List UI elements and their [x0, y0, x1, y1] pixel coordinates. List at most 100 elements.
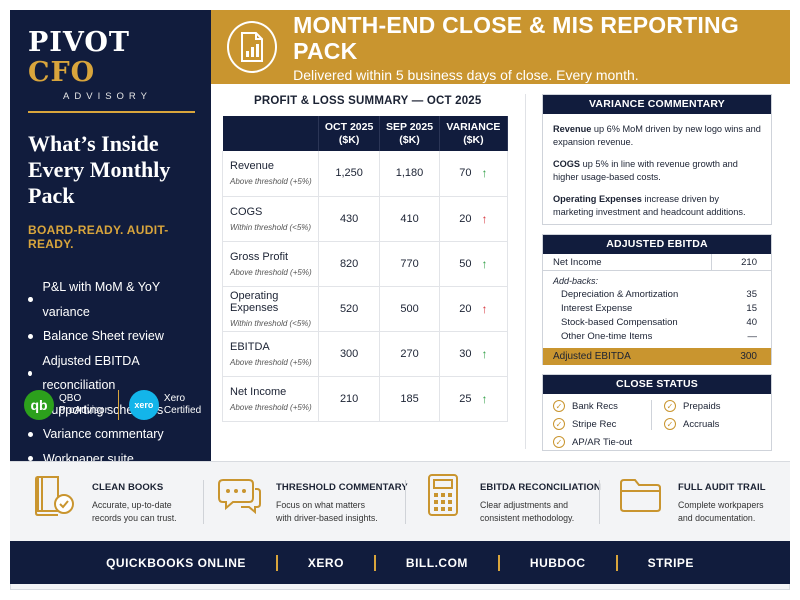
report-document-icon [227, 21, 278, 73]
row-name: EBITDA [230, 340, 270, 353]
arrow-up-green-icon: ↑ [481, 346, 488, 361]
feature-desc-line: consistent methodology. [480, 513, 575, 523]
feature-desc-line: Complete workpapers [678, 500, 764, 510]
sep-value: 410 [379, 196, 440, 242]
adjusted-ebitda-title: ADJUSTED EBITDA [543, 235, 771, 254]
cert-xero-line1: Xero [163, 393, 186, 404]
addback-row: Stock-based Compensation 40 [543, 316, 771, 330]
row-note: Above threshold (+5%) [230, 177, 312, 187]
row-name: Revenue [230, 160, 275, 173]
adjusted-ebitda-panel: ADJUSTED EBITDA Net Income 210 Add-backs… [542, 234, 772, 365]
feature-desc: Focus on what matters with driver-based i… [276, 499, 408, 525]
variance-value: 20 [459, 212, 472, 225]
feature-desc: Complete workpapers and documentation. [678, 499, 766, 525]
list-item-label: Variance commentary [43, 427, 164, 441]
integration-divider [497, 554, 500, 571]
status-label: Bank Recs [572, 400, 618, 412]
check-circle-icon: ✓ [664, 400, 676, 412]
calculator-icon [420, 472, 466, 518]
variance-value: 30 [459, 347, 472, 360]
column-divider [651, 400, 652, 430]
sep-value: 500 [379, 286, 440, 332]
check-circle-icon: ✓ [553, 436, 565, 448]
table-row: EBITDA Above threshold (+5%) 300 270 30 ↑ [222, 331, 509, 377]
pl-table: OCT 2025 ($K) SEP 2025 ($K) VARIANCE ($K) R… [222, 116, 509, 422]
cert-qbo: qb QBO ProAdvisor [24, 390, 108, 420]
addback-value: 15 [746, 303, 757, 314]
feature-desc-line: records you can trust. [92, 513, 177, 523]
brand-logo: PIVOT CFO [28, 28, 195, 88]
variance-commentary-title: VARIANCE COMMENTARY [543, 95, 771, 114]
row-name: Operating Expenses [230, 289, 279, 314]
variance-text: increase driven by marketing investment … [553, 194, 746, 217]
folder-icon [618, 472, 664, 518]
integration-item: BILL.COM [405, 555, 468, 570]
page-title: MONTH-END CLOSE & MIS REPORTING PACK [293, 11, 739, 64]
arrow-up-green-icon: ↑ [481, 256, 488, 271]
col-label: OCT 2025 [324, 120, 374, 133]
list-item-label: Adjusted EBITDA reconciliation [42, 353, 139, 393]
cert-xero-text: Xero Certified [164, 393, 201, 417]
brand-name-b: CFO [28, 57, 96, 88]
table-row: COGS Within threshold (<5%) 430 410 20 ↑ [222, 196, 509, 242]
feature-clean-books: CLEAN BOOKS Accurate, up-to-date records y… [32, 472, 177, 532]
variance-text: up 6% MoM driven by new logo wins and ex… [553, 124, 761, 147]
net-income-label: Net Income [553, 257, 602, 268]
feature-title: THRESHOLD COMMENTARY [276, 482, 408, 493]
integration-divider [373, 554, 376, 571]
status-item: ✓ Accruals [664, 418, 719, 430]
addbacks-label-text: Add-backs: [553, 276, 599, 286]
check-circle-icon: ✓ [553, 400, 565, 412]
close-status-grid: ✓ Bank Recs ✓ Stripe Rec ✓ AP/AR Tie-out ✓ P… [543, 394, 771, 450]
feature-title: EBITDA RECONCILIATION [480, 482, 601, 493]
addback-value: 35 [746, 289, 757, 300]
integration-divider [275, 554, 278, 571]
status-label: Stripe Rec [572, 418, 617, 430]
addback-row: Depreciation & Amortization 35 [543, 288, 771, 302]
addback-row: Other One-time Items — [543, 330, 771, 344]
pl-title: PROFIT & LOSS SUMMARY — OCT 2025 [254, 95, 482, 107]
variance-item: Operating Expenses increase driven by ma… [543, 193, 771, 219]
close-status-panel: CLOSE STATUS ✓ Bank Recs ✓ Stripe Rec ✓ AP/… [542, 374, 772, 451]
check-circle-icon: ✓ [553, 418, 565, 430]
col-unit: ($K) [338, 133, 360, 146]
pl-header-row: OCT 2025 ($K) SEP 2025 ($K) VARIANCE ($K) [222, 116, 509, 151]
variance-value: 70 [459, 167, 472, 180]
header-band: MONTH-END CLOSE & MIS REPORTING PACK Del… [211, 10, 790, 84]
feature-desc-line: with driver-based insights. [276, 513, 378, 523]
cert-qbo-text: QBO ProAdvisor [59, 393, 108, 417]
feature-divider [203, 480, 204, 524]
main-content: PROFIT & LOSS SUMMARY — OCT 2025 OCT 202… [211, 84, 790, 461]
bullet-icon [28, 456, 33, 462]
quickbooks-logo-icon: qb [24, 390, 54, 420]
variance-item: Revenue up 6% MoM driven by new logo win… [543, 123, 771, 149]
addback-value: — [747, 331, 758, 342]
arrow-up-green-icon: ↑ [481, 166, 488, 181]
pl-header-sep: SEP 2025 ($K) [379, 116, 440, 151]
integration-item: XERO [307, 555, 344, 570]
row-name: COGS [230, 205, 263, 218]
integration-item: QUICKBOOKS ONLINE [106, 555, 246, 570]
variance-cell: 50 ↑ [439, 241, 509, 287]
variance-value: 25 [459, 392, 472, 405]
arrow-up-green-icon: ↑ [481, 391, 488, 406]
list-item-label: P&L with MoM & YoY variance [42, 280, 160, 319]
sep-value: 770 [379, 241, 440, 287]
arrow-up-red-icon: ↑ [481, 211, 488, 226]
xero-logo-icon: xero [128, 390, 159, 420]
addback-label: Interest Expense [561, 303, 633, 314]
variance-term: COGS [553, 159, 581, 169]
feature-title: FULL AUDIT TRAIL [678, 482, 766, 493]
variance-wrap: 70 ↑ [440, 166, 507, 180]
status-item: ✓ Bank Recs [553, 400, 618, 412]
bullet-icon [28, 333, 33, 339]
status-item: ✓ AP/AR Tie-out [553, 436, 632, 448]
list-item-label: Balance Sheet review [43, 329, 164, 343]
row-note: Within threshold (<5%) [230, 222, 312, 232]
bullet-icon [28, 431, 33, 437]
status-label: Accruals [683, 418, 720, 430]
variance-text: up 5% in line with revenue growth and hi… [553, 159, 738, 182]
row-label-cell: COGS Within threshold (<5%) [222, 196, 319, 242]
addbacks-label: Add-backs: [543, 274, 771, 288]
variance-commentary-panel: VARIANCE COMMENTARY Revenue up 6% MoM dr… [542, 94, 772, 225]
